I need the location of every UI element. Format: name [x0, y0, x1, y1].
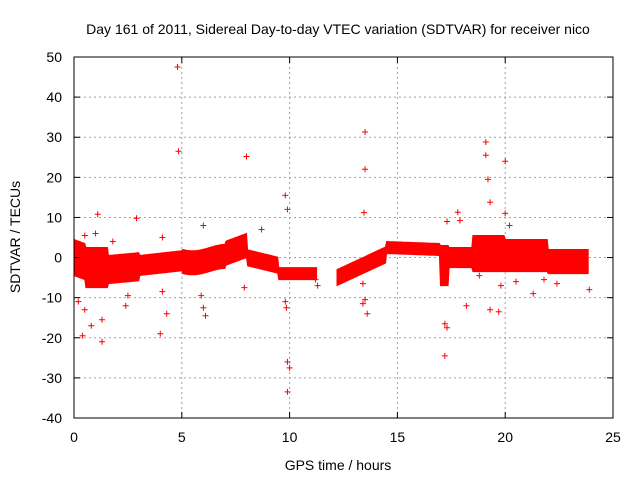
data-point [362, 166, 369, 173]
y-tick-label: 30 [46, 129, 62, 145]
data-point [200, 222, 207, 229]
data-point [88, 322, 95, 329]
x-tick-label: 0 [70, 429, 78, 445]
y-tick-label: 40 [46, 89, 62, 105]
data-point [157, 330, 164, 337]
chart-title: Day 161 of 2011, Sidereal Day-to-day VTE… [86, 21, 590, 37]
data-point [200, 304, 207, 311]
data-point [495, 308, 502, 315]
x-tick-label: 15 [390, 429, 406, 445]
data-point [476, 272, 483, 279]
data-point [92, 230, 99, 237]
data-point [163, 310, 170, 317]
grid-lines [74, 57, 613, 418]
data-point [81, 232, 88, 239]
data-point [241, 284, 248, 291]
x-axis-label: GPS time / hours [285, 457, 392, 473]
y-tick-label: -40 [42, 410, 62, 426]
data-point [79, 332, 86, 339]
data-point [530, 290, 537, 297]
x-tick-label: 20 [497, 429, 513, 445]
data-point [463, 302, 470, 309]
x-tick-labels: 0 5 10 15 20 25 [70, 429, 621, 445]
data-point [282, 298, 289, 305]
data-point [359, 300, 366, 307]
data-point [174, 64, 181, 71]
data-point [159, 234, 166, 241]
data-point [124, 292, 131, 299]
data-point [586, 286, 593, 293]
data-point [482, 152, 489, 159]
data-point [314, 282, 321, 289]
data-point [312, 276, 319, 283]
data-point [243, 153, 250, 160]
y-tick-label: 10 [46, 209, 62, 225]
data-point [282, 192, 289, 199]
data-point [443, 324, 450, 331]
x-tick-label: 10 [282, 429, 298, 445]
data-point [284, 358, 291, 365]
plot-frame [73, 56, 614, 419]
data-point [487, 199, 494, 206]
data-point [487, 306, 494, 313]
data-point [553, 280, 560, 287]
y-tick-label: 0 [54, 250, 62, 266]
data-point [362, 129, 369, 136]
data-point [512, 278, 519, 285]
y-tick-labels: -40 -30 -20 -10 0 10 20 30 40 50 [42, 49, 62, 426]
data-point [441, 352, 448, 359]
data-point [283, 304, 290, 311]
data-point [81, 306, 88, 313]
x-tick-label: 25 [605, 429, 621, 445]
data-point [286, 364, 293, 371]
data-point [99, 338, 106, 345]
data-point [159, 288, 166, 295]
data-point [484, 176, 491, 183]
data-point [122, 302, 129, 309]
data-point [541, 276, 548, 283]
y-axis-label: SDTVAR / TECUs [7, 181, 23, 293]
data-point [99, 316, 106, 323]
axis-ticks [73, 56, 614, 419]
data-point [364, 310, 371, 317]
data-point [109, 238, 116, 245]
data-point [362, 296, 369, 303]
data-point [94, 211, 101, 218]
data-point [497, 282, 504, 289]
data-band [336, 235, 589, 287]
data-point [506, 222, 513, 229]
data-point [359, 280, 366, 287]
data-point [360, 209, 367, 216]
y-tick-label: 20 [46, 169, 62, 185]
data-point [502, 158, 509, 165]
y-tick-label: -30 [42, 370, 62, 386]
y-tick-label: 50 [46, 49, 62, 65]
y-tick-label: -10 [42, 290, 62, 306]
x-tick-label: 5 [178, 429, 186, 445]
data-point [284, 388, 291, 395]
data-point [454, 209, 461, 216]
y-tick-label: -20 [42, 330, 62, 346]
data-point [258, 226, 265, 233]
data-points [73, 64, 593, 395]
data-point [502, 210, 509, 217]
data-point [456, 217, 463, 224]
data-point [441, 320, 448, 327]
data-point [202, 312, 209, 319]
data-point [175, 148, 182, 155]
data-point [198, 292, 205, 299]
data-point [133, 215, 140, 222]
data-point [284, 206, 291, 213]
data-point [75, 298, 82, 305]
data-point [443, 218, 450, 225]
data-point [482, 139, 489, 146]
